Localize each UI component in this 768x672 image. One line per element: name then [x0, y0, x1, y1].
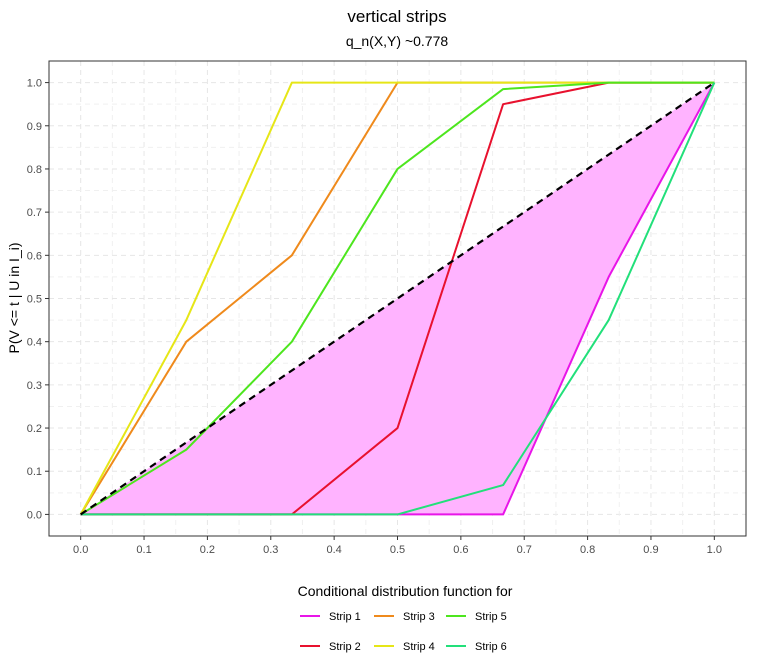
legend-label-strip-6: Strip 6 [475, 641, 507, 653]
x-tick-label: 0.0 [73, 544, 88, 556]
legend-label-strip-4: Strip 4 [403, 641, 435, 653]
y-tick-label: 0.2 [27, 423, 42, 435]
legend-label-strip-5: Strip 5 [475, 611, 507, 623]
x-tick-label: 0.9 [643, 544, 658, 556]
series-line-strip-6 [80, 82, 716, 516]
y-tick-label: 0.6 [27, 250, 42, 262]
chart-subtitle: q_n(X,Y) ~0.778 [346, 33, 449, 49]
y-tick-label: 0.1 [27, 466, 42, 478]
x-tick-label: 0.2 [200, 544, 215, 556]
y-tick-label: 0.8 [27, 164, 42, 176]
legend-title: Conditional distribution function for [298, 583, 513, 599]
y-tick-label: 0.5 [27, 294, 42, 306]
shaded-region-layer [80, 82, 715, 515]
y-tick-label: 0.9 [27, 121, 42, 133]
diagonal-reference-line [80, 81, 715, 516]
series-line-strip-5 [80, 81, 715, 516]
y-tick-label: 0.3 [27, 380, 42, 392]
x-tick-label: 0.8 [580, 544, 595, 556]
axis-ticks: 0.0 0.1 0.2 0.3 0.4 0.5 0.6 0.7 0.8 0.9 1.0 0.0 0.1 0… [27, 78, 722, 556]
chart-title: vertical strips [347, 7, 446, 26]
shaded-region [80, 82, 715, 515]
x-tick-label: 0.7 [517, 544, 532, 556]
y-tick-label: 0.7 [27, 207, 42, 219]
legend-label-strip-3: Strip 3 [403, 611, 435, 623]
y-tick-label: 1.0 [27, 78, 42, 90]
legend-label-strip-1: Strip 1 [329, 611, 361, 623]
x-tick-label: 0.6 [453, 544, 468, 556]
legend: Strip 1 Strip 3 Strip 5 Strip 2 Strip 4 Strip… [300, 611, 507, 653]
x-tick-label: 0.1 [136, 544, 151, 556]
diagonal-layer [80, 81, 715, 516]
x-tick-label: 0.3 [263, 544, 278, 556]
x-tick-label: 0.5 [390, 544, 405, 556]
y-axis-title: P(V <= t | U in I_i) [6, 242, 22, 353]
series-layer [79, 81, 716, 516]
y-tick-label: 0.0 [27, 509, 42, 521]
y-tick-label: 0.4 [27, 337, 42, 349]
x-tick-label: 0.4 [326, 544, 341, 556]
legend-label-strip-2: Strip 2 [329, 641, 361, 653]
x-tick-label: 1.0 [707, 544, 722, 556]
